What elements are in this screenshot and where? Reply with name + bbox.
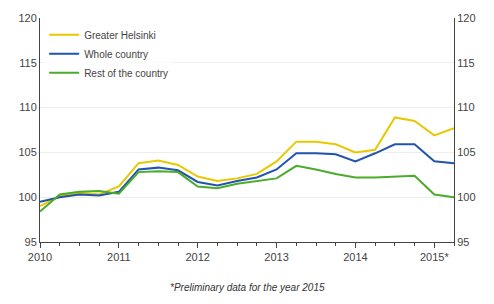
svg-text:*Preliminary data for the year: *Preliminary data for the year 2015 (170, 282, 325, 293)
svg-text:120: 120 (457, 12, 475, 24)
svg-text:Greater Helsinki: Greater Helsinki (84, 30, 156, 41)
svg-text:115: 115 (19, 57, 37, 69)
svg-text:2015*: 2015* (420, 251, 449, 263)
svg-text:Rest of the country: Rest of the country (84, 68, 168, 79)
svg-text:105: 105 (18, 146, 36, 158)
svg-text:110: 110 (457, 101, 475, 113)
svg-text:105: 105 (457, 146, 475, 158)
svg-text:95: 95 (457, 236, 469, 248)
svg-text:2014: 2014 (343, 251, 367, 263)
svg-text:2011: 2011 (107, 251, 131, 263)
svg-text:100: 100 (18, 191, 36, 203)
svg-text:115: 115 (457, 57, 475, 69)
svg-text:100: 100 (457, 191, 475, 203)
svg-text:2012: 2012 (185, 251, 209, 263)
svg-text:95: 95 (25, 236, 37, 248)
svg-text:2010: 2010 (28, 251, 52, 263)
svg-text:110: 110 (19, 101, 37, 113)
svg-text:Whole country: Whole country (84, 49, 148, 60)
svg-text:2013: 2013 (264, 251, 288, 263)
svg-text:120: 120 (18, 12, 36, 24)
